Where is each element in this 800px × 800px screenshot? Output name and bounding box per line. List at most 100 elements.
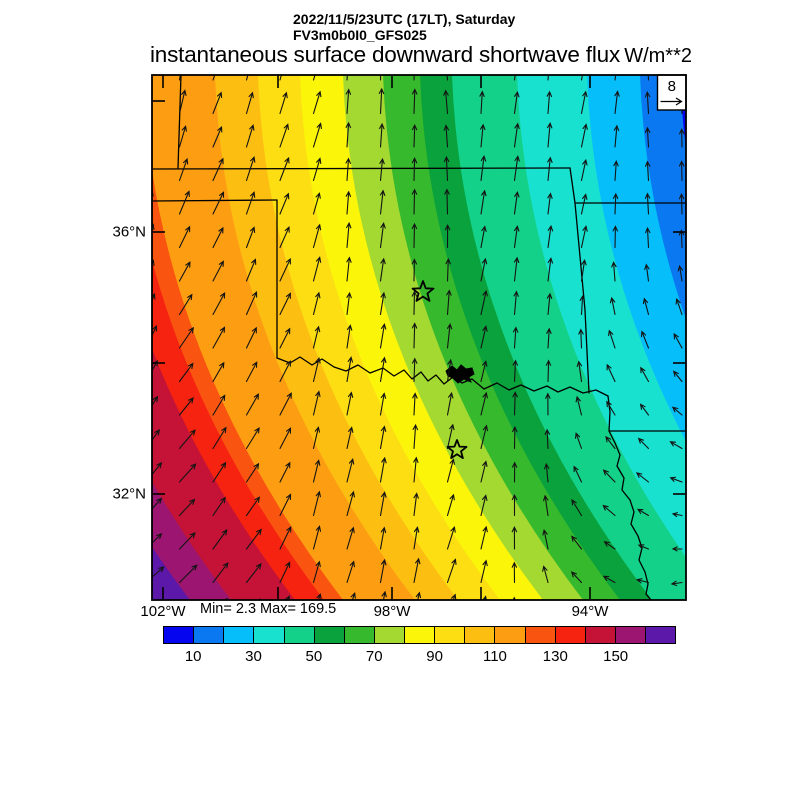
- wind-arrow-icon: [605, 435, 616, 450]
- wind-arrow-icon: [178, 362, 194, 383]
- colorbar-tick-label: 130: [542, 648, 568, 665]
- wind-arrow-icon: [279, 91, 288, 115]
- colorbar-segment: [284, 627, 315, 643]
- wind-arrow-icon: [411, 157, 418, 182]
- wind-arrow-icon: [413, 75, 415, 81]
- colorbar-segment: [194, 627, 225, 643]
- wind-arrow-icon: [312, 459, 321, 483]
- wind-arrow-icon: [279, 525, 292, 550]
- wind-arrow-icon: [446, 423, 455, 450]
- wind-arrow-icon: [480, 460, 488, 483]
- wind-reference-box: 8: [656, 74, 687, 111]
- wind-arrow-icon: [413, 557, 421, 584]
- colorbar-segment: [164, 627, 195, 643]
- wind-arrow-icon: [212, 496, 226, 517]
- wind-arrow-icon: [379, 75, 382, 81]
- wind-arrow-icon: [637, 544, 650, 550]
- wind-arrow-icon: [245, 462, 260, 483]
- wind-arrow-icon: [669, 476, 683, 483]
- wind-arrow-icon: [212, 260, 224, 282]
- wind-arrow-icon: [480, 325, 488, 349]
- colorbar-segment: [585, 627, 616, 643]
- wind-arrow-icon: [245, 191, 256, 215]
- lat-axis-label: 36°N: [112, 223, 146, 241]
- wind-arrow-icon: [212, 157, 224, 182]
- units-label: W/m**2: [624, 45, 692, 67]
- wind-arrow-icon: [512, 391, 518, 416]
- wind-arrow-icon: [346, 356, 354, 383]
- forecast-datetime: 2022/11/5/23UTC (17LT), Saturday: [293, 11, 516, 27]
- colorbar-tick-label: 90: [426, 648, 443, 665]
- wind-arrow-icon: [411, 357, 418, 383]
- wind-arrow-icon: [602, 469, 616, 483]
- colorbar-segment: [555, 627, 586, 643]
- wind-arrow-icon: [245, 361, 258, 383]
- wind-arrow-icon: [480, 225, 487, 249]
- wind-arrow-icon: [312, 357, 321, 383]
- wind-arrow-icon: [443, 89, 449, 115]
- wind-arrow-icon: [480, 360, 488, 383]
- wind-arrow-icon: [614, 75, 617, 81]
- wind-arrow-icon: [152, 324, 158, 337]
- wind-arrow-icon: [512, 326, 519, 349]
- wind-arrow-icon: [415, 591, 422, 600]
- flux-band-fills: [152, 75, 686, 600]
- wind-arrow-icon: [513, 290, 519, 316]
- wind-arrow-icon: [212, 191, 225, 215]
- wind-arrow-icon: [636, 508, 650, 517]
- wind-arrow-icon: [446, 322, 453, 349]
- lake-texoma-shape: [445, 364, 475, 384]
- wind-arrow-icon: [644, 90, 651, 115]
- wind-arrow-icon: [178, 532, 196, 550]
- wind-arrow-icon: [511, 493, 518, 517]
- wind-arrow-icon: [279, 561, 291, 584]
- colorbar-tick-label: 150: [603, 648, 629, 665]
- wind-arrow-icon: [345, 190, 352, 215]
- wind-arrow-icon: [606, 363, 616, 383]
- wind-arrow-icon: [637, 613, 649, 617]
- wind-arrow-icon: [543, 494, 549, 517]
- wind-arrow-icon: [445, 257, 451, 282]
- wind-arrow-icon: [346, 221, 352, 249]
- wind-arrow-icon: [547, 75, 549, 81]
- flux-band: [152, 75, 295, 600]
- wind-arrow-icon: [446, 358, 453, 383]
- wind-arrow-icon: [446, 458, 455, 483]
- wind-arrow-icon: [443, 124, 450, 148]
- wind-ref-arrow-icon: [660, 97, 683, 106]
- wind-ref-value: 8: [668, 78, 676, 95]
- wind-arrow-icon: [178, 293, 193, 316]
- wind-arrow-icon: [444, 188, 450, 215]
- wind-arrow-icon: [279, 123, 289, 148]
- wind-arrow-icon: [245, 226, 256, 249]
- wind-arrow-icon: [312, 256, 322, 282]
- wind-arrow-icon: [513, 122, 520, 148]
- wind-arrow-icon: [413, 526, 420, 550]
- wind-arrow-icon: [571, 535, 583, 550]
- wind-arrow-icon: [580, 158, 588, 182]
- colorbar-segment: [405, 627, 436, 643]
- wind-arrow-icon: [639, 403, 650, 416]
- state-borders: [152, 75, 686, 600]
- wind-arrow-icon: [379, 456, 387, 483]
- wind-arrow-icon: [580, 193, 588, 215]
- wind-arrow-icon: [443, 155, 450, 182]
- wind-arrow-icon: [345, 88, 352, 115]
- wind-arrow-icon: [312, 390, 321, 416]
- wind-arrow-icon: [411, 88, 418, 115]
- wind-arrow-icon: [678, 193, 685, 215]
- wind-arrow-icon: [546, 327, 552, 349]
- lon-axis-label: 98°W: [373, 603, 411, 620]
- wind-arrow-icon: [379, 323, 387, 349]
- lat-axis-label: 32°N: [112, 485, 146, 503]
- wind-arrow-icon: [312, 122, 322, 148]
- wind-arrow-icon: [212, 562, 229, 584]
- wind-arrow-icon: [346, 490, 355, 517]
- wind-arrow-icon: [546, 292, 553, 316]
- wind-arrow-icon: [411, 290, 418, 316]
- wind-arrow-icon: [606, 400, 616, 416]
- wind-arrow-icon: [513, 75, 516, 81]
- wind-arrow-icon: [671, 406, 683, 416]
- wind-arrow-icon: [480, 189, 487, 215]
- wind-arrow-icon: [346, 560, 355, 584]
